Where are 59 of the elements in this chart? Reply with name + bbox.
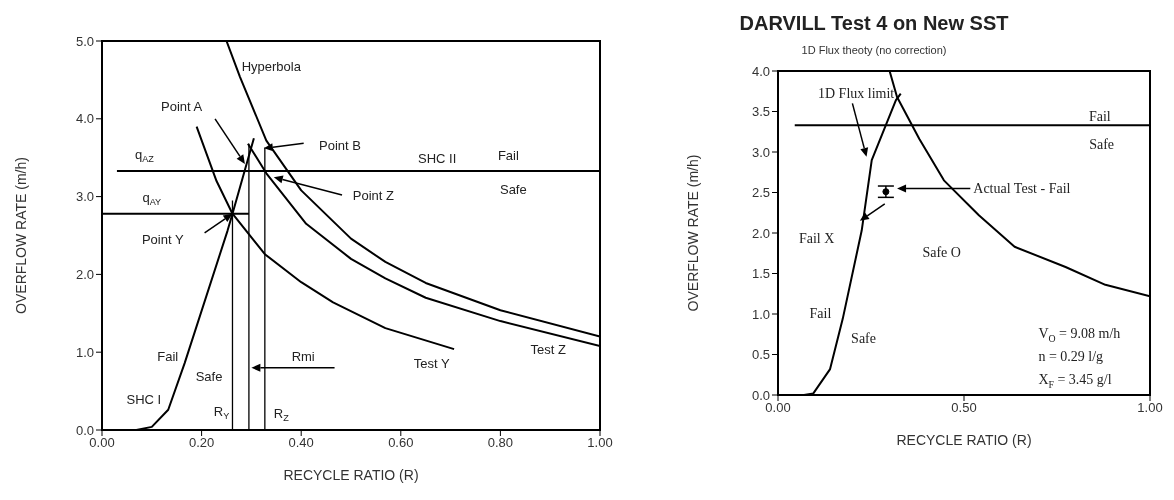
annotation: Safe (195, 368, 223, 384)
annotation: Test Y (413, 355, 450, 371)
annotation: R$_{Z}$ (273, 405, 290, 423)
x-tick-label: 0.00 (765, 400, 791, 416)
y-tick-label: 2.0 (75, 267, 94, 283)
annotation: Rmi (291, 348, 315, 364)
y-tick-label: 5.0 (75, 33, 94, 49)
x-axis-title: RECYCLE RATIO (R) (283, 467, 419, 483)
y-tick-label: 3.0 (751, 144, 770, 160)
annotation: Test Z (530, 341, 566, 357)
annotation: Point B (319, 137, 361, 153)
y-axis-title: OVERFLOW RATE (m/h) (684, 154, 701, 312)
y-tick-label: 3.5 (751, 104, 770, 120)
x-tick-label: 0.80 (487, 435, 514, 451)
annotation: Fail (809, 305, 832, 321)
y-tick-label: 1.0 (75, 344, 94, 360)
y-tick-label: 0.0 (751, 387, 770, 403)
y-tick-label: 2.0 (751, 225, 770, 241)
x-tick-label: 0.50 (951, 400, 977, 416)
annotation: Hyperbola (241, 58, 302, 74)
y-tick-label: 1.5 (751, 266, 770, 282)
annotation: Fail X (798, 230, 835, 246)
x-tick-label: 0.20 (188, 435, 215, 451)
annotation: Safe O (922, 244, 961, 260)
y-tick-label: 2.5 (751, 185, 770, 201)
chart-subtitle: 1D Flux theoty (no correction) (801, 44, 947, 56)
x-tick-label: 0.60 (388, 435, 414, 451)
annotation: Actual Test - Fail (973, 180, 1071, 196)
annotation: Fail (497, 147, 519, 163)
x-axis-title: RECYCLE RATIO (R) (896, 432, 1032, 448)
annotation: Fail (1088, 108, 1111, 124)
annotation: Point Y (141, 231, 184, 247)
x-tick-label: 0.00 (89, 435, 115, 451)
y-tick-label: 3.0 (75, 189, 94, 205)
y-tick-label: 1.0 (751, 306, 770, 322)
annotation: X$_{F}$ = 3.45 g/l (1038, 371, 1112, 390)
annotation: V$_{O}$ = 9.08 m/h (1038, 325, 1121, 345)
annotation: R$_{Y}$ (213, 403, 230, 422)
annotation: Safe (499, 181, 527, 197)
annotation: Safe (851, 330, 877, 346)
annotation: 1D Flux limit (818, 85, 895, 101)
y-tick-label: 0.5 (751, 347, 770, 363)
y-axis-title: OVERFLOW RATE (m/h) (12, 157, 29, 314)
annotation: Safe (1089, 136, 1115, 152)
annotation: q$_{AY}$ (142, 189, 162, 207)
annotation: Point Z (352, 187, 395, 203)
y-tick-label: 0.0 (75, 422, 94, 438)
annotation: Fail (157, 348, 179, 364)
annotation: n = 0.29 l/g (1038, 348, 1104, 364)
annotation: q$_{AZ}$ (134, 146, 155, 164)
y-tick-label: 4.0 (75, 111, 94, 127)
x-tick-label: 1.00 (1137, 400, 1163, 416)
annotation: SHC I (126, 391, 162, 407)
annotation: SHC II (418, 150, 457, 166)
annotation: Point A (161, 98, 203, 114)
y-tick-label: 4.0 (751, 63, 770, 79)
x-tick-label: 1.00 (587, 435, 613, 451)
x-tick-label: 0.40 (288, 435, 314, 451)
chart-title: DARVILL Test 4 on New SST (739, 12, 1009, 34)
